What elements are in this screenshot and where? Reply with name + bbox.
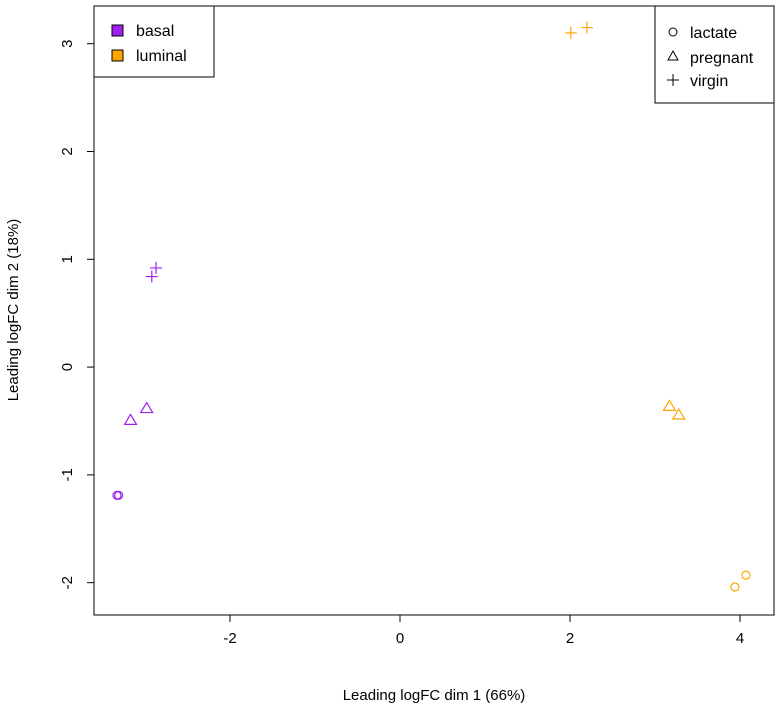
legend-label-lactate: lactate (690, 25, 737, 42)
point-basal-virgin (150, 261, 163, 274)
legend-label-pregnant: pregnant (690, 50, 754, 67)
legend-swatch-basal (111, 24, 124, 37)
x-tick-label: 2 (566, 630, 574, 647)
legend-label-basal: basal (136, 23, 174, 40)
x-axis-title: Leading logFC dim 1 (66%) (343, 687, 526, 704)
point-basal-pregnant (139, 401, 154, 414)
point-luminal-lactate (730, 582, 740, 592)
color-legend: basal luminal (93, 5, 215, 78)
y-tick-label: -2 (59, 576, 76, 589)
color-legend-box (93, 5, 215, 78)
legend-pregnant-icon (667, 49, 679, 61)
y-tick-label: -1 (59, 468, 76, 481)
point-luminal-lactate (741, 570, 751, 580)
point-luminal-pregnant (662, 399, 677, 411)
y-tick-label: 2 (59, 147, 76, 155)
legend-lactate-icon (668, 27, 678, 37)
legend-label-luminal: luminal (136, 48, 187, 65)
x-tick-label: -2 (223, 630, 236, 647)
legend-virgin-icon (667, 74, 679, 86)
point-luminal-virgin (581, 21, 593, 34)
point-luminal-pregnant (671, 407, 686, 420)
plot-frame (93, 5, 775, 616)
y-axis: -2 -1 0 1 2 3 (59, 40, 94, 589)
y-axis-title: Leading logFC dim 2 (18%) (5, 219, 22, 402)
data-points (112, 21, 751, 592)
shape-legend: lactate pregnant virgin (654, 5, 775, 104)
point-basal-virgin (145, 270, 158, 283)
y-tick-label: 0 (59, 363, 76, 371)
point-basal-pregnant (123, 413, 138, 426)
x-tick-label: 4 (736, 630, 744, 647)
x-axis: -2 0 2 4 (223, 615, 744, 647)
legend-swatch-luminal (111, 49, 124, 62)
point-luminal-virgin (564, 26, 577, 39)
legend-label-virgin: virgin (690, 73, 728, 90)
y-tick-label: 1 (59, 255, 76, 263)
y-tick-label: 3 (59, 40, 76, 48)
x-tick-label: 0 (396, 630, 404, 647)
point-basal-lactate (114, 490, 124, 500)
